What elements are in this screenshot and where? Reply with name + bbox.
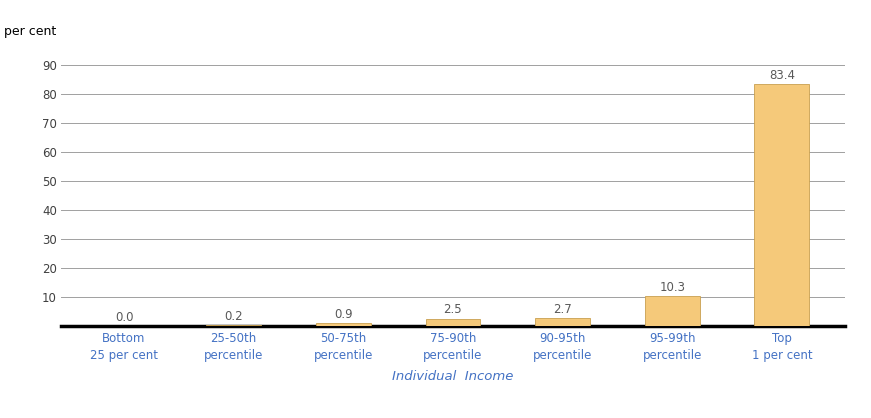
Bar — [535, 318, 590, 326]
Text: per cent: per cent — [4, 25, 57, 38]
Bar — [645, 296, 699, 326]
X-axis label: Individual  Income: Individual Income — [392, 370, 514, 383]
Text: 0.2: 0.2 — [225, 310, 243, 323]
Text: 0.0: 0.0 — [115, 311, 133, 324]
Text: 0.9: 0.9 — [334, 308, 353, 321]
Text: 2.7: 2.7 — [553, 303, 572, 316]
Text: 10.3: 10.3 — [659, 281, 685, 294]
Bar — [754, 84, 809, 326]
Bar — [426, 319, 480, 326]
Text: 2.5: 2.5 — [443, 303, 463, 316]
Bar — [316, 324, 371, 326]
Text: 83.4: 83.4 — [769, 69, 795, 82]
